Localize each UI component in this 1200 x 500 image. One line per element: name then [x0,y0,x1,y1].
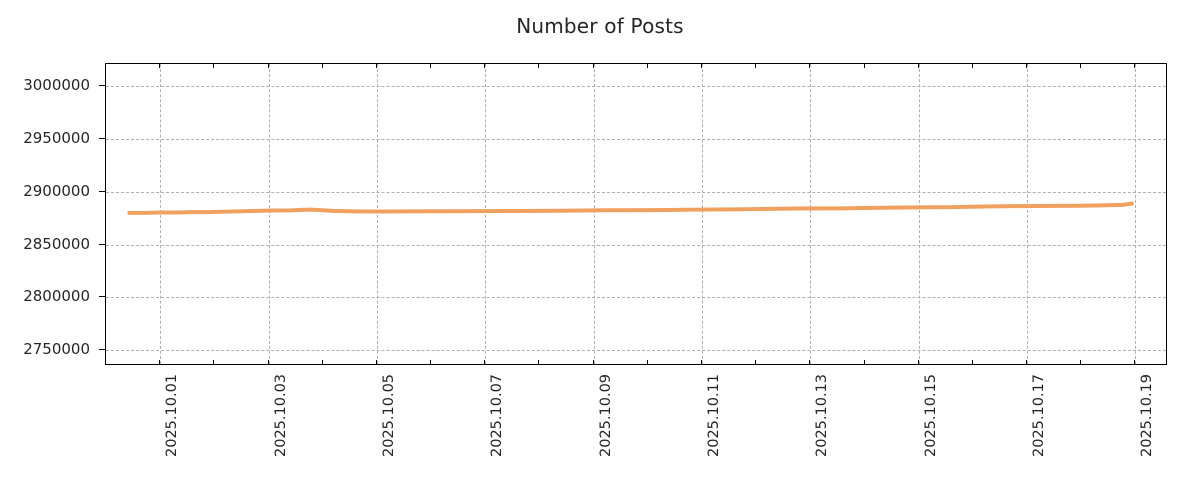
x-axis-tick-mark [213,63,215,68]
series-polyline [127,201,1134,215]
x-axis-tick-mark [430,360,432,365]
y-axis-tick-label: 2850000 [23,234,90,253]
x-axis-tick-mark [321,63,323,68]
y-axis-tick-label: 2750000 [23,340,90,359]
y-axis-tick-mark [99,85,105,87]
x-axis-tick-mark [917,360,919,365]
gridline-horizontal [106,350,1166,352]
x-axis-tick-mark [267,63,269,68]
line-series [127,201,1134,215]
x-axis-tick-label: 2025.10.09 [597,373,614,457]
x-axis-tick-label: 2025.10.11 [706,373,723,457]
gridline-horizontal [106,297,1166,299]
x-axis-tick-label: 2025.10.01 [164,373,181,457]
y-axis-tick-label: 2950000 [23,128,90,147]
y-axis-tick-mark [99,349,105,351]
y-axis-tick-label: 2900000 [23,181,90,200]
x-axis-tick-mark [538,63,540,68]
x-axis-tick-label: 2025.10.17 [1031,373,1048,457]
x-axis-tick-mark [971,360,973,365]
x-axis-tick-mark [809,63,811,68]
gridline-horizontal [106,191,1166,193]
x-axis-tick-mark [971,63,973,68]
x-axis-tick-mark [1134,360,1136,365]
x-axis-tick-mark [321,360,323,365]
gridline-horizontal [106,138,1166,140]
plot-area [105,63,1167,365]
x-axis-tick-mark [863,63,865,68]
y-axis-tick-mark [99,296,105,298]
gridline-vertical [918,64,920,364]
gridline-vertical [268,64,270,364]
gridline-vertical [810,64,812,364]
y-axis-tick-mark [99,137,105,139]
x-axis-tick-label: 2025.10.03 [272,373,289,457]
x-axis-tick-mark [484,63,486,68]
x-axis-tick-mark [1080,63,1082,68]
x-axis-tick-mark [701,360,703,365]
x-axis-tick-mark [646,63,648,68]
x-axis-tick-mark [592,63,594,68]
x-axis-tick-mark [267,360,269,365]
y-axis-tick-mark [99,243,105,245]
x-axis-tick-mark [592,360,594,365]
x-axis-tick-mark [755,360,757,365]
x-axis-tick-mark [1134,63,1136,68]
x-axis-tick-label: 2025.10.19 [1139,373,1156,457]
gridline-horizontal [106,86,1166,88]
gridline-vertical [1027,64,1029,364]
x-axis-tick-mark [1026,63,1028,68]
gridline-vertical [1135,64,1137,364]
x-axis-tick-label: 2025.10.15 [922,373,939,457]
x-axis-tick-mark [375,360,377,365]
x-axis-tick-label: 2025.10.05 [380,373,397,457]
y-axis-tick-label: 2800000 [23,287,90,306]
x-axis-tick-mark [809,360,811,365]
x-axis-tick-mark [863,360,865,365]
x-axis-tick-mark [1026,360,1028,365]
x-axis-tick-mark [213,360,215,365]
gridline-vertical [593,64,595,364]
x-axis-tick-mark [646,360,648,365]
x-axis-tick-label: 2025.10.07 [489,373,506,457]
y-axis-tick-mark [99,190,105,192]
x-axis-tick-mark [484,360,486,365]
x-axis-tick-mark [701,63,703,68]
x-axis-tick-mark [755,63,757,68]
x-axis-tick-mark [538,360,540,365]
page-title: Number of Posts [516,14,684,38]
gridline-horizontal [106,244,1166,246]
gridline-vertical [376,64,378,364]
x-axis-tick-mark [917,63,919,68]
y-axis-tick-label: 3000000 [23,76,90,95]
x-axis-tick-mark [159,360,161,365]
x-axis-tick-label: 2025.10.13 [814,373,831,457]
x-axis-tick-mark [1080,360,1082,365]
gridline-vertical [485,64,487,364]
x-axis-tick-mark [375,63,377,68]
gridline-vertical [702,64,704,364]
x-axis-tick-mark [159,63,161,68]
x-axis-tick-mark [430,63,432,68]
